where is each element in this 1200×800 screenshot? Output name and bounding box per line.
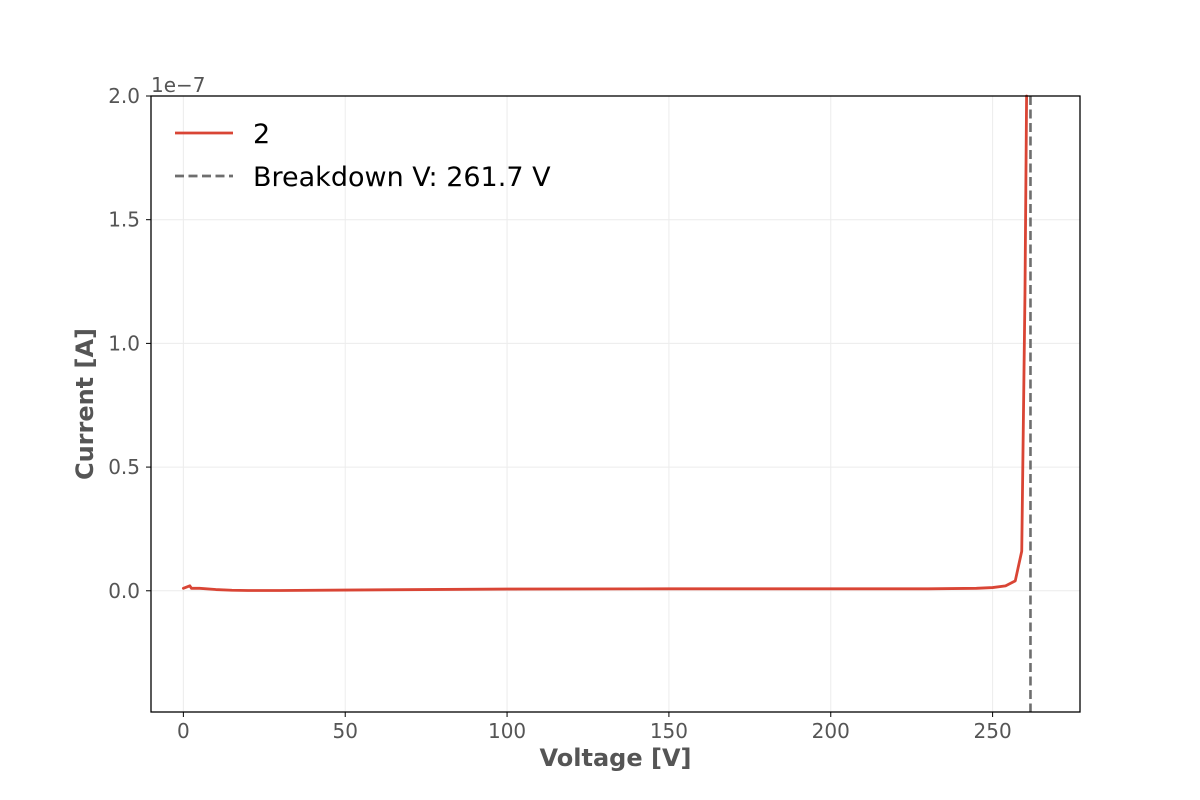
y-tick-label: 0.0 (108, 579, 140, 603)
plot-area-frame (150, 95, 1081, 713)
x-axis-title: Voltage [V] (540, 744, 692, 772)
axis-ticks: 0 50 100 150 200 250 0.0 0.5 1.0 1.5 2.0 (108, 84, 1012, 743)
y-axis-offset-label: 1e−7 (151, 73, 206, 97)
legend-series-label: 2 (253, 119, 270, 150)
x-tick-label: 100 (488, 719, 526, 743)
y-tick-label: 1.5 (108, 208, 140, 232)
x-tick-label: 0 (177, 719, 190, 743)
series-lines (181, 94, 1028, 592)
y-axis-title: Current [A] (71, 328, 99, 480)
legend: 2 Breakdown V: 261.7 V (175, 119, 551, 193)
x-tick-label: 150 (650, 719, 688, 743)
series-line (181, 94, 1028, 592)
y-tick-label: 0.5 (108, 455, 140, 479)
y-tick-label: 2.0 (108, 84, 140, 108)
x-tick-label: 200 (812, 719, 850, 743)
y-tick-label: 1.0 (108, 331, 140, 355)
x-tick-label: 50 (332, 719, 357, 743)
legend-breakdown-label: Breakdown V: 261.7 V (253, 162, 551, 193)
x-tick-label: 250 (974, 719, 1012, 743)
